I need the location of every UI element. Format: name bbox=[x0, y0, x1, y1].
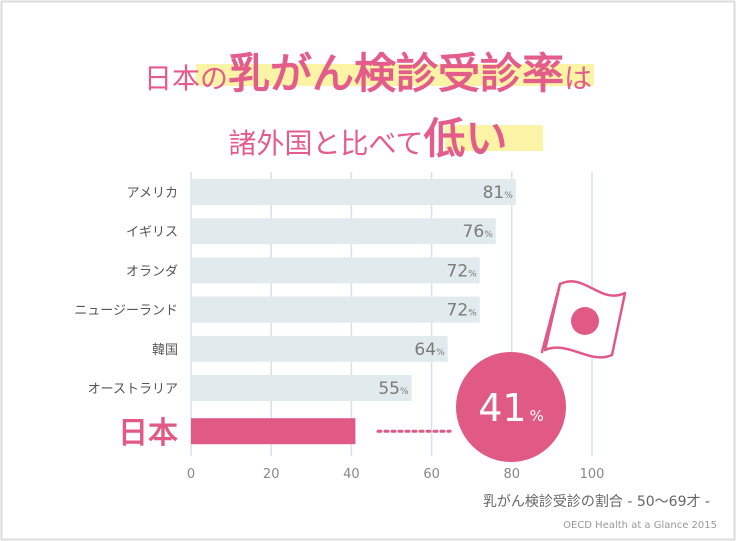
percent-unit: % bbox=[436, 348, 445, 358]
title-part: は bbox=[564, 62, 593, 95]
category-label: アメリカ bbox=[127, 186, 178, 201]
bar bbox=[191, 335, 448, 362]
x-tick-label: 20 bbox=[263, 467, 280, 482]
bar bbox=[191, 418, 356, 445]
callout-unit: % bbox=[530, 407, 544, 425]
category-label: イギリス bbox=[126, 225, 178, 240]
x-tick-label: 100 bbox=[580, 467, 605, 482]
title-emphasis: 乳がん検診受診率 bbox=[227, 49, 564, 98]
percent-unit: % bbox=[468, 269, 477, 279]
title-line-2: 諸外国と比べて低い bbox=[0, 105, 736, 166]
title-highlight-2 bbox=[445, 125, 543, 151]
source-label: OECD Health at a Glance 2015 bbox=[563, 520, 717, 531]
bar bbox=[191, 218, 496, 245]
percent-unit: % bbox=[468, 309, 477, 319]
category-label: ニュージーランド bbox=[74, 304, 178, 319]
category-label: オーストラリア bbox=[88, 382, 178, 397]
title-part: 日本の bbox=[143, 62, 228, 95]
title-emphasis: 低い bbox=[423, 114, 508, 163]
category-label: 日本 bbox=[118, 416, 178, 451]
x-tick-label: 40 bbox=[343, 467, 360, 482]
percent-unit: % bbox=[504, 191, 513, 201]
bar bbox=[191, 375, 412, 401]
x-tick-label: 0 bbox=[187, 467, 195, 482]
title-line-1: 日本の乳がん検診受診率は bbox=[0, 40, 736, 101]
title-highlight-1 bbox=[196, 64, 594, 86]
title-part: 諸外国と比べて bbox=[228, 127, 424, 160]
percent-unit: % bbox=[484, 230, 493, 240]
axis-caption: 乳がん検診受診の割合 - 50〜69才 - bbox=[483, 493, 710, 510]
callout-circle bbox=[456, 352, 566, 462]
bar bbox=[191, 257, 480, 284]
bar bbox=[191, 179, 516, 205]
x-tick-label: 80 bbox=[504, 467, 521, 482]
flag-sun bbox=[571, 307, 599, 335]
category-label: オランダ bbox=[126, 264, 178, 279]
category-label: 韓国 bbox=[152, 343, 178, 358]
bar bbox=[191, 296, 480, 323]
x-tick-label: 60 bbox=[423, 467, 440, 482]
percent-unit: % bbox=[400, 387, 409, 397]
